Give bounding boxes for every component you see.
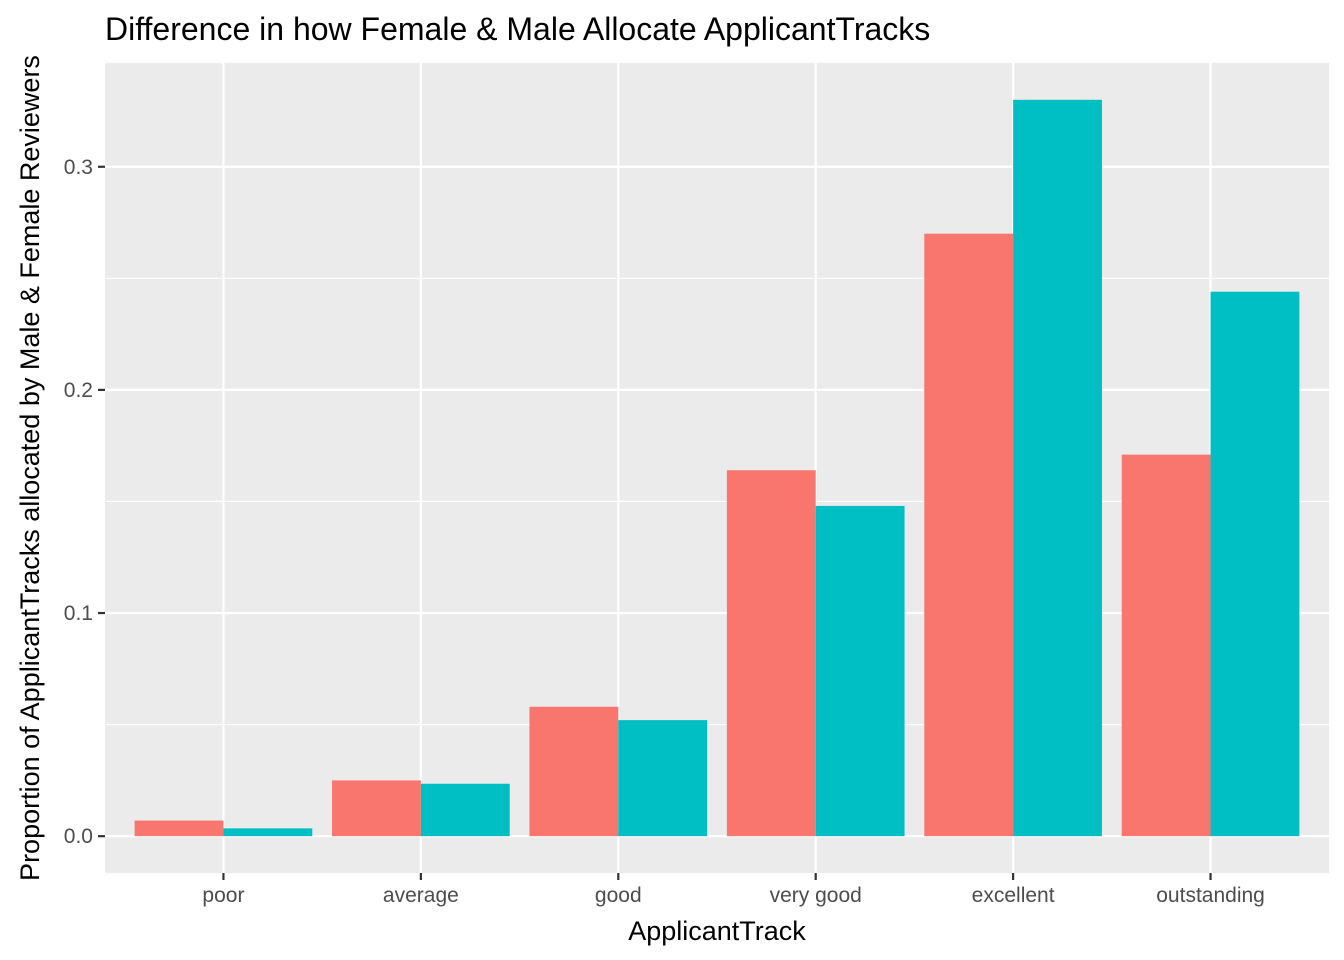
bar [726, 470, 816, 837]
bar [223, 828, 313, 837]
x-axis-title: ApplicantTrack [628, 916, 806, 946]
bar [420, 783, 510, 837]
x-tick-label: poor [202, 884, 244, 907]
y-tick-label: 0.3 [64, 156, 93, 179]
bar [1121, 454, 1211, 837]
bar [1210, 291, 1300, 837]
y-axis: 0.0 0.1 0.2 0.3 [64, 156, 105, 848]
x-tick-label: excellent [972, 884, 1055, 907]
bar [1013, 99, 1102, 837]
x-axis: poor average good very good excellent outstan… [202, 873, 1265, 907]
bar [134, 820, 224, 837]
x-tick-label: very good [770, 884, 862, 907]
bar [332, 780, 421, 837]
y-axis-title: Proportion of ApplicantTracks allocated … [15, 55, 45, 881]
y-tick-label: 0.2 [64, 379, 93, 402]
bar [815, 505, 905, 837]
chart-title: Difference in how Female & Male Allocate… [105, 11, 930, 47]
bar [924, 233, 1014, 837]
x-tick-label: good [595, 884, 642, 907]
y-tick-label: 0.0 [64, 825, 93, 848]
bar [618, 720, 708, 837]
x-tick-label: outstanding [1156, 884, 1265, 907]
x-tick-label: average [383, 884, 459, 907]
bars [134, 99, 1300, 837]
y-tick-label: 0.1 [64, 602, 93, 625]
bar [529, 706, 619, 837]
